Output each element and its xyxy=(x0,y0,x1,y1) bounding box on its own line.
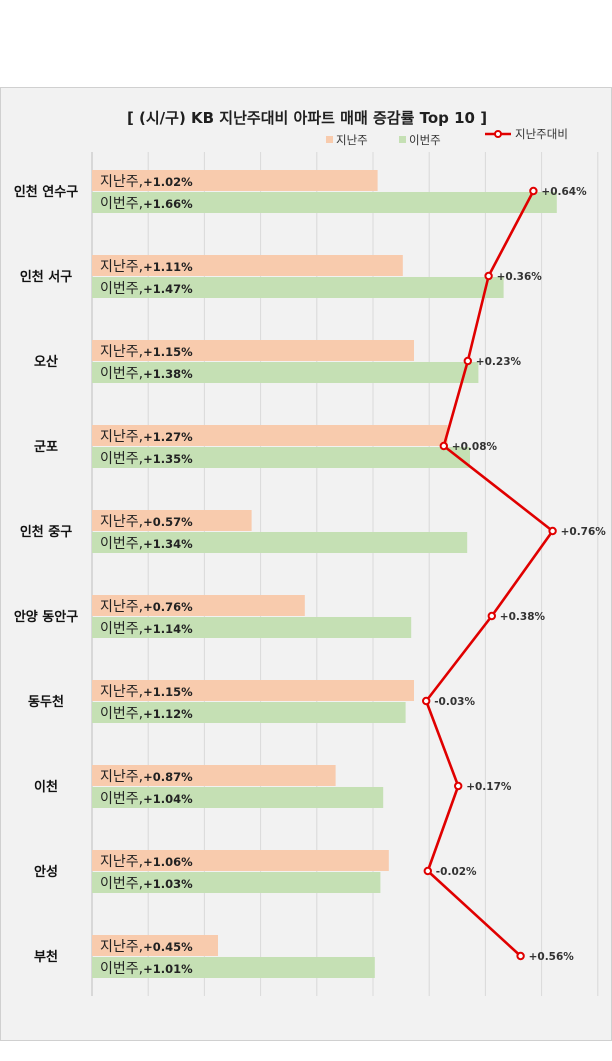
line-path xyxy=(424,190,554,957)
bar-label: 지난주,+1.15% xyxy=(100,344,193,360)
legend: 지난주 이번주 지난주대비 xyxy=(326,127,568,147)
line-data-label: +0.08% xyxy=(452,441,498,453)
bar xyxy=(92,192,557,213)
bar xyxy=(92,255,403,276)
bar-label: 지난주,+1.02% xyxy=(100,174,193,190)
line-data-label: +0.76% xyxy=(561,526,607,538)
bar-label: 이번주,+1.34% xyxy=(100,536,193,552)
chart-area: [ (시/구) KB 지난주대비 아파트 매매 증감률 Top 10 ] 지난주… xyxy=(0,87,612,1041)
bar xyxy=(92,957,375,978)
bar-label: 이번주,+1.04% xyxy=(100,791,193,807)
legend-label: 이번주 xyxy=(409,133,441,147)
category-label: 인천 중구 xyxy=(20,524,72,540)
bar-label: 이번주,+1.35% xyxy=(100,451,193,467)
bar xyxy=(92,765,336,786)
line-marker xyxy=(484,271,493,281)
bar xyxy=(92,702,406,723)
line-data-label: +0.36% xyxy=(497,271,543,283)
line-data-label: +0.56% xyxy=(529,951,575,963)
bar-label: 지난주,+1.15% xyxy=(100,684,193,700)
bar xyxy=(92,872,381,893)
bar xyxy=(92,617,412,638)
bar-label: 지난주,+0.76% xyxy=(100,599,193,615)
bar xyxy=(92,277,504,298)
chart-title: [ (시/구) KB 지난주대비 아파트 매매 증감률 Top 10 ] xyxy=(127,109,487,127)
category-label: 인천 서구 xyxy=(20,269,72,285)
legend-swatch xyxy=(399,136,406,143)
bar xyxy=(92,170,378,191)
line-marker xyxy=(548,526,557,536)
line-data-label: +0.17% xyxy=(466,781,512,793)
line-marker xyxy=(463,356,472,366)
bar xyxy=(92,362,479,383)
line-series: +0.64% +0.36% +0.23% +0.08% +0.76% +0.38% -0.0… xyxy=(422,186,607,963)
bar-label: 이번주,+1.38% xyxy=(100,366,193,382)
line-marker xyxy=(487,611,496,621)
bar xyxy=(92,680,414,701)
line-marker xyxy=(516,951,525,961)
line-data-label: +0.38% xyxy=(500,611,546,623)
legend-marker xyxy=(494,130,502,138)
legend-label: 지난주대비 xyxy=(515,127,568,141)
category-label: 부천 xyxy=(34,950,58,965)
bar xyxy=(92,935,218,956)
bar-label: 지난주,+0.87% xyxy=(100,769,193,785)
line-data-label: +0.23% xyxy=(476,356,522,368)
bar xyxy=(92,447,470,468)
line-marker xyxy=(422,696,431,706)
bar-label: 이번주,+1.03% xyxy=(100,876,193,892)
bar xyxy=(92,425,448,446)
line-data-label: +0.64% xyxy=(541,186,587,198)
line-marker xyxy=(529,186,538,196)
legend-label: 지난주 xyxy=(336,133,368,147)
bar-label: 이번주,+1.14% xyxy=(100,621,193,637)
bar xyxy=(92,787,384,808)
bar-label: 지난주,+0.57% xyxy=(100,514,193,530)
category-label: 인천 연수구 xyxy=(14,184,78,200)
category-label: 동두천 xyxy=(28,695,64,710)
line-marker xyxy=(439,441,448,451)
line-data-label: -0.02% xyxy=(436,866,477,878)
bar-label: 지난주,+1.11% xyxy=(100,259,193,275)
bar xyxy=(92,595,305,616)
bar-label: 지난주,+1.06% xyxy=(100,854,193,870)
category-label: 오산 xyxy=(34,354,58,370)
line-data-label: -0.03% xyxy=(434,696,475,708)
bar-group: 지난주,+1.02% 이번주,+1.66% 지난주,+1.11% 이번주,+1.47%… xyxy=(92,170,557,978)
category-label: 안성 xyxy=(34,864,58,880)
bar-label: 이번주,+1.01% xyxy=(100,961,193,977)
legend-swatch xyxy=(326,136,333,143)
bar-label: 이번주,+1.66% xyxy=(100,196,193,212)
bar xyxy=(92,340,414,361)
line-marker xyxy=(454,781,463,791)
category-label: 군포 xyxy=(34,440,58,455)
bar xyxy=(92,532,468,553)
bar-label: 이번주,+1.12% xyxy=(100,706,193,722)
line-marker xyxy=(423,866,432,876)
bar-label: 지난주,+0.45% xyxy=(100,939,193,955)
bar-label: 이번주,+1.47% xyxy=(100,281,193,297)
category-label: 이천 xyxy=(34,779,58,795)
bar xyxy=(92,510,252,531)
bar-label: 지난주,+1.27% xyxy=(100,429,193,445)
chart-svg: [ (시/구) KB 지난주대비 아파트 매매 증감률 Top 10 ] 지난주… xyxy=(14,109,607,996)
bar xyxy=(92,850,389,871)
category-label: 안양 동안구 xyxy=(14,609,78,625)
